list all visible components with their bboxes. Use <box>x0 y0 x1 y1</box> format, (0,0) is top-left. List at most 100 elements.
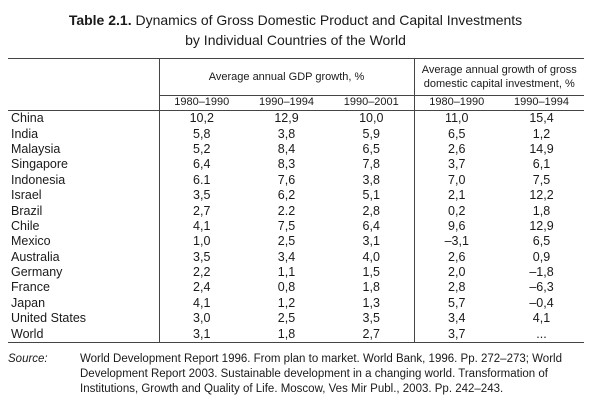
value-cell: –6,3 <box>529 280 554 295</box>
country-cell: France <box>8 280 160 296</box>
value-cell: 12,9 <box>274 111 299 126</box>
value-cell: 0,9 <box>532 249 551 264</box>
value-cell: 6,1 <box>532 157 551 172</box>
table-row: India 5,8 3,8 5,9 6,5 1,2 <box>8 126 584 142</box>
value-cell: 1,5 <box>329 264 415 281</box>
source-text: World Development Report 1996. From plan… <box>80 353 562 395</box>
country-cell: Brazil <box>8 203 160 219</box>
subheader-stub <box>8 95 160 111</box>
value-cell: 8,3 <box>277 157 296 172</box>
value-cell: 3,5 <box>329 311 415 327</box>
country-cell: World <box>8 326 160 343</box>
value-cell: 5,2 <box>193 141 211 156</box>
value-cell: 3,4 <box>277 249 296 264</box>
value-cell: 0,2 <box>448 203 466 218</box>
table-row: Indonesia 6.1 7,6 3,8 7,0 7,5 <box>8 172 584 188</box>
value-cell: 2,5 <box>277 234 296 249</box>
value-cell: 5,9 <box>329 126 415 142</box>
value-cell: 3,1 <box>329 234 415 250</box>
value-cell: 1,8 <box>532 203 551 218</box>
value-cell: 2,2 <box>193 265 211 280</box>
value-cell: 8,4 <box>277 141 296 156</box>
country-cell: Malaysia <box>8 141 160 158</box>
value-cell: 6.1 <box>193 172 211 187</box>
value-cell: 4,1 <box>193 295 211 310</box>
value-cell: 6,5 <box>329 141 415 158</box>
value-cell: 6,5 <box>532 234 551 249</box>
value-cell: 12,2 <box>529 188 554 203</box>
source-label: Source: <box>8 353 48 365</box>
table-row: China 10,2 12,9 10,0 11,0 15,4 <box>8 110 584 127</box>
value-cell: 3,0 <box>193 311 211 326</box>
subheader-cell: 1990–1994 <box>244 95 329 111</box>
value-cell: 12,9 <box>529 218 554 233</box>
table-row: Singapore 6,4 8,3 7,8 3,7 6,1 <box>8 157 584 173</box>
value-cell: 5,7 <box>448 295 466 310</box>
subheader-cell: 1990–2001 <box>329 95 415 111</box>
subheader-cell: 1990–1994 <box>499 95 584 111</box>
value-cell: 7,8 <box>329 157 415 173</box>
subheader-cell: 1980–1990 <box>159 95 244 111</box>
value-cell: 4,1 <box>532 311 551 326</box>
country-cell: Indonesia <box>8 172 160 188</box>
value-cell: –3,1 <box>444 234 469 249</box>
value-cell: 9,6 <box>448 218 466 233</box>
value-cell: 6,5 <box>448 126 466 141</box>
value-cell: 7,0 <box>448 172 466 187</box>
value-cell: 6,4 <box>193 157 211 172</box>
country-cell: Germany <box>8 264 160 281</box>
value-cell: 2.2 <box>277 203 296 218</box>
country-cell: United States <box>8 311 160 327</box>
value-cell: 5,8 <box>193 126 211 141</box>
table-row: Malaysia 5,2 8,4 6,5 2,6 14,9 <box>8 141 584 158</box>
table-row: Chile 4,1 7,5 6,4 9,6 12,9 <box>8 218 584 235</box>
value-cell: 1,0 <box>193 234 211 249</box>
table-header: Average annual GDP growth, % Average ann… <box>8 58 584 111</box>
table-row: Australia 3,5 3,4 4,0 2,6 0,9 <box>8 249 584 265</box>
table-body: China 10,2 12,9 10,0 11,0 15,4 India 5,8 3,8 5,9… <box>8 110 584 343</box>
value-cell: 7,5 <box>277 218 296 233</box>
country-cell: Japan <box>8 295 160 312</box>
value-cell: 2,0 <box>448 265 466 280</box>
country-cell: China <box>8 110 160 127</box>
value-cell: 3,5 <box>193 249 211 264</box>
table-row: Germany 2,2 1,1 1,5 2,0 –1,8 <box>8 264 584 281</box>
table-label: Table 2.1. <box>68 12 132 28</box>
country-cell: India <box>8 126 160 142</box>
value-cell: 2,6 <box>448 249 466 264</box>
title-line-2: by Individual Countries of the World <box>185 32 406 48</box>
value-cell: 14,9 <box>529 141 554 156</box>
country-cell: Singapore <box>8 157 160 173</box>
value-cell: 3,7 <box>448 157 466 172</box>
table-row: Brazil 2,7 2.2 2,8 0,2 1,8 <box>8 203 584 219</box>
value-cell: 10,2 <box>189 111 214 126</box>
value-cell: 6,2 <box>277 188 296 203</box>
value-cell: 2,5 <box>277 311 296 326</box>
value-cell: 3,4 <box>448 311 466 326</box>
value-cell: 1,8 <box>244 326 329 343</box>
value-cell: 1,2 <box>277 295 296 310</box>
value-cell: 3,7 <box>414 326 499 343</box>
value-cell: 7,6 <box>277 172 296 187</box>
value-cell: 2,7 <box>329 326 415 343</box>
value-cell: 3,8 <box>329 172 415 188</box>
country-cell: Israel <box>8 187 160 204</box>
value-cell: 0,8 <box>277 280 296 295</box>
value-cell: ... <box>499 326 584 343</box>
table-row: Israel 3,5 6,2 5,1 2,1 12,2 <box>8 187 584 204</box>
value-cell: 3,5 <box>193 188 211 203</box>
title-line-1: Table 2.1. Dynamics of Gross Domestic Pr… <box>0 10 591 30</box>
group-header-gdp: Average annual GDP growth, % <box>158 58 415 96</box>
value-cell: 2,4 <box>193 280 211 295</box>
country-cell: Mexico <box>8 234 160 250</box>
subheader-cell: 1980–1990 <box>414 95 499 111</box>
value-cell: 2,1 <box>448 188 466 203</box>
value-cell: 11,0 <box>445 111 469 126</box>
value-cell: 2,6 <box>448 141 466 156</box>
table-row: Japan 4,1 1,2 1,3 5,7 –0,4 <box>8 295 584 312</box>
value-cell: 1,2 <box>532 126 551 141</box>
value-cell: 10,0 <box>329 110 415 127</box>
title-text: Dynamics of Gross Domestic Product and C… <box>135 12 523 28</box>
data-table: Average annual GDP growth, % Average ann… <box>8 58 584 343</box>
